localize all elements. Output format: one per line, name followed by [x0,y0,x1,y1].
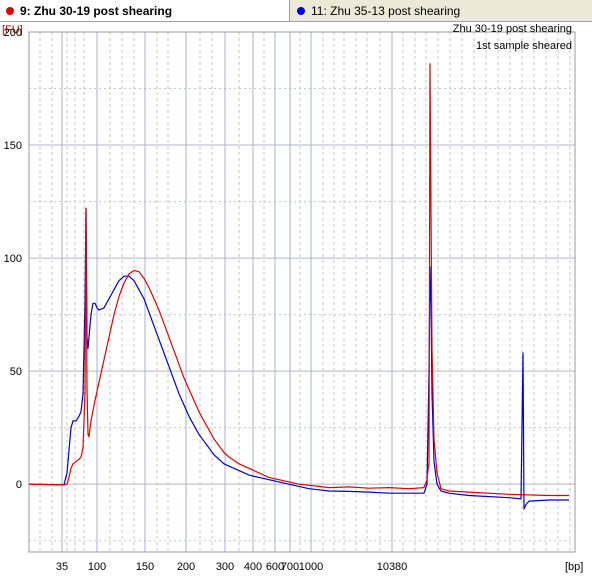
red-dot-icon [6,6,14,15]
y-axis-unit: [FU] [2,24,23,36]
y-tick-label: 100 [4,253,22,265]
y-tick-label: 200 [4,27,22,39]
tab-sample-11[interactable]: 11: Zhu 35-13 post shearing [291,0,491,21]
y-tick-labels: 0 50 100 150 200 [4,27,22,491]
y-tick-label: 0 [16,479,22,491]
annotation-line-1: Zhu 30-19 post shearing [453,23,572,35]
series-line-sample-11 [28,207,569,510]
sample-tab-bar: 9: Zhu 30-19 post shearing 11: Zhu 35-13… [0,0,592,22]
series-line-sample-9 [28,63,569,497]
grid [29,31,575,552]
x-tick-label: 600 [266,561,284,573]
x-tick-label: 400 [244,561,262,573]
x-tick-label: 200 [177,561,195,573]
x-tick-label: 150 [136,561,154,573]
x-tick-label: 300 [216,561,234,573]
electropherogram-chart: [FU] [bp] Zhu 30-19 post shearing 1st sa… [2,23,583,573]
y-tick-label: 50 [10,366,22,378]
y-tick-label: 150 [4,140,22,152]
x-tick-label: 1000 [299,561,323,573]
x-axis-unit: [bp] [565,561,583,573]
annotation-line-2: 1st sample sheared [476,40,572,52]
series-layer [28,63,569,510]
x-tick-label: 700 [281,561,299,573]
blue-dot-icon [297,6,305,15]
plot-frame [28,31,576,553]
tab-sample-11-label: 11: Zhu 35-13 post shearing [311,3,461,18]
tab-sample-9-label: 9: Zhu 30-19 post shearing [20,3,173,18]
x-tick-label: 100 [88,561,106,573]
x-tick-label: 10380 [377,561,408,573]
x-tick-label: 35 [56,561,68,573]
tab-sample-9[interactable]: 9: Zhu 30-19 post shearing [0,0,290,21]
